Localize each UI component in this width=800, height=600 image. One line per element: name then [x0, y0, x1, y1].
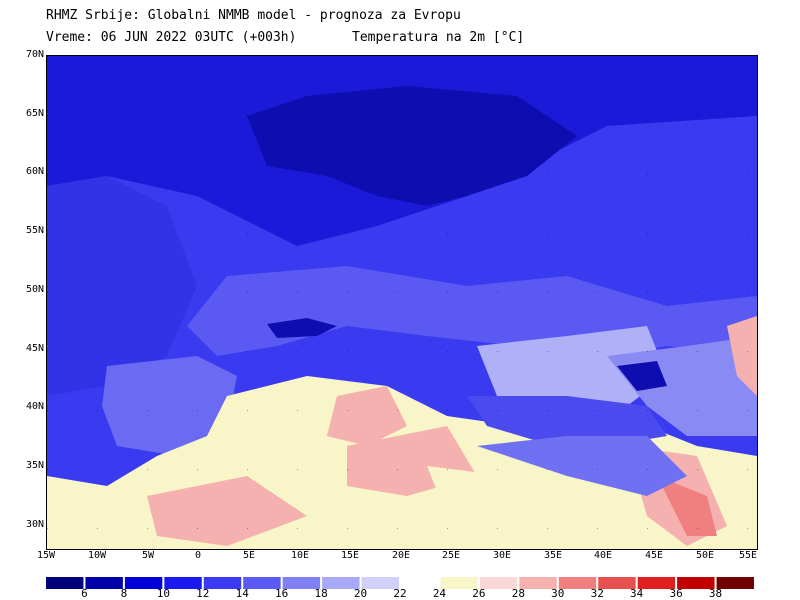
color-scale-swatch — [203, 577, 242, 589]
color-scale-label: 26 — [472, 587, 486, 600]
color-scale-swatch — [401, 577, 439, 589]
lat-label-50n: 50N — [25, 284, 44, 295]
color-scale-swatch — [440, 577, 478, 589]
lat-label-40n: 40N — [25, 401, 44, 412]
color-scale-swatch — [716, 577, 754, 589]
lon-label-50e: 50E — [695, 550, 715, 561]
lat-label-55n: 55N — [25, 225, 44, 236]
color-scale-swatch — [164, 577, 202, 589]
lat-label-30n: 30N — [25, 519, 44, 530]
temperature-map — [46, 55, 758, 550]
color-scale-label: 12 — [196, 587, 210, 600]
lat-label-65n: 65N — [25, 108, 44, 119]
lon-label-30e: 30E — [492, 550, 512, 561]
color-scale-swatch — [598, 577, 636, 589]
lon-label-5e: 5E — [242, 550, 256, 561]
color-scale-label: 32 — [590, 587, 604, 600]
color-scale-label: 16 — [275, 587, 289, 600]
color-scale-label: 28 — [511, 587, 525, 600]
color-scale-label: 30 — [551, 587, 565, 600]
color-scale-label: 8 — [120, 587, 128, 600]
color-scale-label: 34 — [630, 587, 644, 600]
lat-label-60n: 60N — [25, 166, 44, 177]
color-scale-swatch — [282, 577, 321, 589]
variable-label: Temperatura na 2m [°C] — [352, 30, 525, 45]
color-scale-swatch — [361, 577, 399, 589]
forecast-time: Vreme: 06 JUN 2022 03UTC (+003h) — [46, 30, 297, 45]
lon-label-10w: 10W — [87, 550, 107, 561]
lon-label-40e: 40E — [593, 550, 613, 561]
lon-label-5w: 5W — [141, 550, 155, 561]
lon-label-15e: 15E — [340, 550, 360, 561]
lon-label-10e: 10E — [290, 550, 310, 561]
color-scale-swatch — [243, 577, 281, 589]
map-title: RHMZ Srbije: Globalni NMMB model - progn… — [46, 8, 461, 23]
color-scale-label: 22 — [393, 587, 407, 600]
color-scale-label: 24 — [432, 587, 447, 600]
lon-label-20e: 20E — [391, 550, 411, 561]
lat-label-35n: 35N — [25, 460, 44, 471]
color-scale-swatch — [479, 577, 518, 589]
lon-label-0: 0 — [194, 550, 202, 561]
lat-label-45n: 45N — [25, 343, 44, 354]
color-scale-swatch — [85, 577, 123, 589]
color-scale-swatch — [519, 577, 557, 589]
color-scale-label: 36 — [669, 587, 683, 600]
color-scale-swatch — [46, 577, 84, 589]
color-scale-swatch — [124, 577, 163, 589]
temperature-field — [47, 56, 757, 549]
color-scale-label: 38 — [708, 587, 723, 600]
color-scale-bar — [46, 577, 754, 589]
color-scale-label: 18 — [314, 587, 328, 600]
lon-label-45e: 45E — [644, 550, 664, 561]
lon-label-15w: 15W — [36, 550, 56, 561]
lat-label-70n: 70N — [25, 49, 44, 60]
color-scale-swatch — [322, 577, 360, 589]
color-scale-label: 20 — [353, 587, 368, 600]
color-scale-swatch — [637, 577, 676, 589]
color-scale-label: 10 — [156, 587, 170, 600]
color-scale-label: 6 — [81, 587, 88, 600]
lon-label-35e: 35E — [543, 550, 563, 561]
color-scale-swatch — [558, 577, 597, 589]
color-scale-label: 14 — [235, 587, 249, 600]
lon-label-25e: 25E — [441, 550, 461, 561]
lon-label-55e: 55E — [738, 550, 758, 561]
color-scale-swatch — [677, 577, 715, 589]
